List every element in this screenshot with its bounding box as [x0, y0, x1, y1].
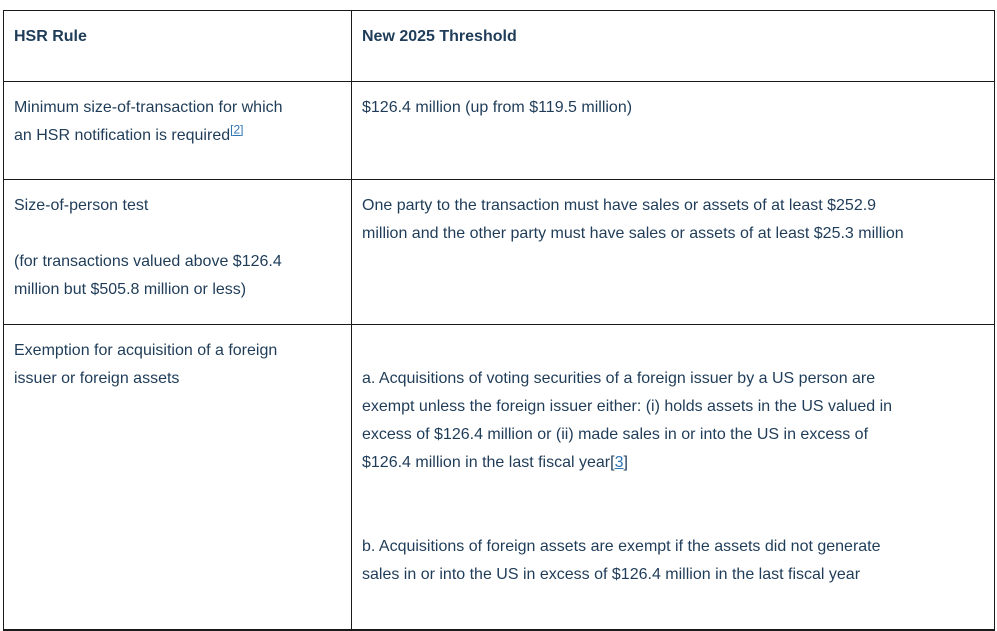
threshold-cell-size-of-person-test: One party to the transaction must have s… [351, 179, 995, 325]
footnote-superscript: [2] [230, 123, 243, 137]
threshold-text: $126.4 million (up from $119.5 million) [362, 99, 633, 116]
column-header-new-2025-threshold: New 2025 Threshold [351, 10, 995, 82]
threshold-paragraph-b: b. Acquisitions of foreign assets are ex… [362, 533, 984, 589]
hsr-thresholds-table: HSR Rule New 2025 Threshold Minimum size… [3, 10, 995, 631]
table-row-foreign-exemption: Exemption for acquisition of a foreign i… [3, 324, 995, 631]
rule-cell-minimum-size-of-transaction: Minimum size-of-transaction for which an… [3, 81, 352, 180]
threshold-paragraph-b-text: b. Acquisitions of foreign assets are ex… [362, 538, 881, 583]
column-header-hsr-rule: HSR Rule [3, 10, 352, 82]
footnote-2-link[interactable]: [2] [230, 122, 244, 137]
rule-cell-foreign-exemption: Exemption for acquisition of a foreign i… [3, 324, 352, 631]
table-row-minimum-size-of-transaction: Minimum size-of-transaction for which an… [3, 81, 995, 180]
footnote-close-bracket: ] [623, 454, 628, 471]
footnote-3-link[interactable]: 3 [614, 454, 624, 471]
rule-text: Minimum size-of-transaction for which an… [14, 99, 283, 144]
rule-cell-size-of-person-test: Size-of-person test (for transactions va… [3, 179, 352, 325]
threshold-text: One party to the transaction must have s… [362, 197, 904, 242]
table-row-size-of-person-test: Size-of-person test (for transactions va… [3, 179, 995, 325]
rule-text: Exemption for acquisition of a foreign i… [14, 342, 278, 387]
rule-text: Size-of-person test (for transactions va… [14, 197, 282, 298]
footnote-open-bracket: [ [610, 454, 615, 471]
threshold-cell-foreign-exemption: a. Acquisitions of voting securities of … [351, 324, 995, 631]
threshold-paragraph-a: a. Acquisitions of voting securities of … [362, 365, 984, 477]
table-header-row: HSR Rule New 2025 Threshold [3, 10, 995, 82]
threshold-paragraph-a-text: a. Acquisitions of voting securities of … [362, 370, 893, 471]
threshold-cell-minimum-size-of-transaction: $126.4 million (up from $119.5 million) [351, 81, 995, 180]
